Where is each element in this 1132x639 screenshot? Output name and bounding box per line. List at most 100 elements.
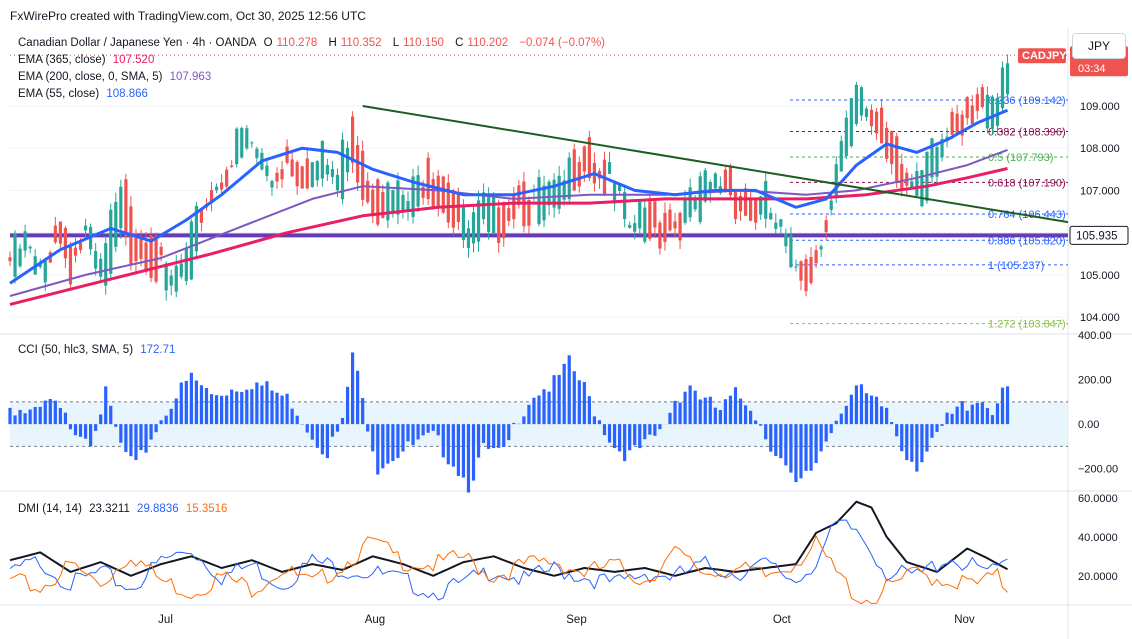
cci-bar xyxy=(119,424,123,443)
candle-body xyxy=(648,201,652,239)
candle-body xyxy=(879,107,884,144)
ema55-legend[interactable]: EMA (55, close) 108.866 xyxy=(18,88,152,100)
cci-bar xyxy=(628,424,632,451)
cci-bar xyxy=(819,424,823,452)
candle-body xyxy=(910,181,914,188)
candle-body xyxy=(547,181,551,206)
candle-body xyxy=(139,235,143,259)
cci-bar xyxy=(859,384,864,425)
candle-body xyxy=(915,171,919,196)
cci-legend[interactable]: CCI (50, hlc3, SMA, 5) 172.71 xyxy=(18,344,179,356)
candle-body xyxy=(411,176,415,217)
dmi-plus-value: 29.8836 xyxy=(137,503,179,515)
currency-button[interactable]: JPY xyxy=(1072,33,1126,59)
dmi-minus-line xyxy=(9,535,1008,605)
candle-body xyxy=(925,152,929,201)
candle-body xyxy=(975,94,979,111)
candle-body xyxy=(391,190,395,214)
candle-body xyxy=(738,195,743,212)
candle-body xyxy=(628,224,632,228)
candle-body xyxy=(104,243,108,286)
symbol-legend[interactable]: Canadian Dollar / Japanese Yen · 4h · OA… xyxy=(18,37,609,49)
cci-bar xyxy=(537,395,541,425)
cci-bar xyxy=(381,424,385,469)
candle-body xyxy=(18,248,22,267)
candle-body xyxy=(854,84,858,125)
cci-bar xyxy=(376,424,380,475)
candle-body xyxy=(728,165,733,196)
candle-body xyxy=(300,166,304,189)
candle-body xyxy=(441,176,445,213)
cci-bar xyxy=(13,415,17,425)
candle-body xyxy=(58,221,62,244)
cci-bar xyxy=(643,424,647,440)
candle-body xyxy=(799,261,803,281)
ema55-value: 108.866 xyxy=(106,88,148,100)
cci-bar xyxy=(738,398,743,425)
cci-bar xyxy=(955,406,959,425)
cci-bar xyxy=(874,396,879,425)
cci-bar xyxy=(250,389,254,425)
candle-body xyxy=(940,138,944,158)
cci-bar xyxy=(421,424,425,436)
candle-body xyxy=(759,196,763,215)
candle-body xyxy=(794,266,798,268)
cci-bar xyxy=(169,408,173,425)
support-price-tag xyxy=(1069,225,1129,245)
cci-bar xyxy=(492,424,496,449)
candle-body xyxy=(305,158,309,189)
candle-body xyxy=(950,111,954,135)
candle-body xyxy=(476,200,481,242)
cci-bar xyxy=(602,424,607,436)
cci-bar xyxy=(310,424,314,440)
candle-body xyxy=(512,195,516,220)
cci-bar xyxy=(164,415,168,425)
cci-bar xyxy=(255,382,259,425)
cci-bar xyxy=(733,387,738,425)
cci-bar xyxy=(809,424,813,471)
cci-bar xyxy=(416,424,420,440)
ema365-legend[interactable]: EMA (365, close) 107.520 xyxy=(18,54,158,66)
candle-body xyxy=(633,223,637,232)
cci-bar xyxy=(829,424,833,434)
candle-body xyxy=(265,165,269,176)
y-tick-label: 107.000 xyxy=(1080,185,1120,197)
cci-bar xyxy=(129,424,133,457)
cci-bar xyxy=(900,424,904,452)
x-tick-label: Oct xyxy=(773,614,792,626)
candle-body xyxy=(350,116,355,163)
cci-bar xyxy=(794,424,798,483)
candle-body xyxy=(874,111,879,134)
cci-bar xyxy=(910,424,914,462)
cci-bar xyxy=(214,395,219,425)
cci-bar xyxy=(240,392,244,425)
candle-body xyxy=(985,94,989,129)
candle-body xyxy=(497,207,501,243)
candle-body xyxy=(13,234,17,277)
cci-bar xyxy=(114,424,118,427)
candle-body xyxy=(466,228,471,248)
candle-body xyxy=(995,97,1000,126)
candle-body xyxy=(149,235,153,278)
cci-bar xyxy=(618,424,622,452)
cci-bar xyxy=(597,420,602,425)
candle-body xyxy=(280,169,284,180)
candle-body xyxy=(804,259,808,292)
candle-body xyxy=(487,197,491,232)
candle-body xyxy=(290,159,294,177)
cci-bar xyxy=(688,385,692,425)
cci-bar xyxy=(159,420,163,425)
candle-body xyxy=(960,114,964,136)
cci-bar xyxy=(718,410,722,425)
cci-bar xyxy=(512,422,516,425)
dmi-legend[interactable]: DMI (14, 14) 23.3211 29.8836 15.3516 xyxy=(18,503,231,515)
cci-bar xyxy=(945,412,949,425)
x-tick-label: Jul xyxy=(158,614,173,626)
cci-bar xyxy=(441,424,445,458)
cci-bar xyxy=(411,424,415,446)
ema200-legend[interactable]: EMA (200, close, 0, SMA, 5) 107.963 xyxy=(18,71,215,83)
candle-body xyxy=(990,96,995,129)
cci-bar xyxy=(854,385,858,425)
candle-body xyxy=(834,164,838,196)
